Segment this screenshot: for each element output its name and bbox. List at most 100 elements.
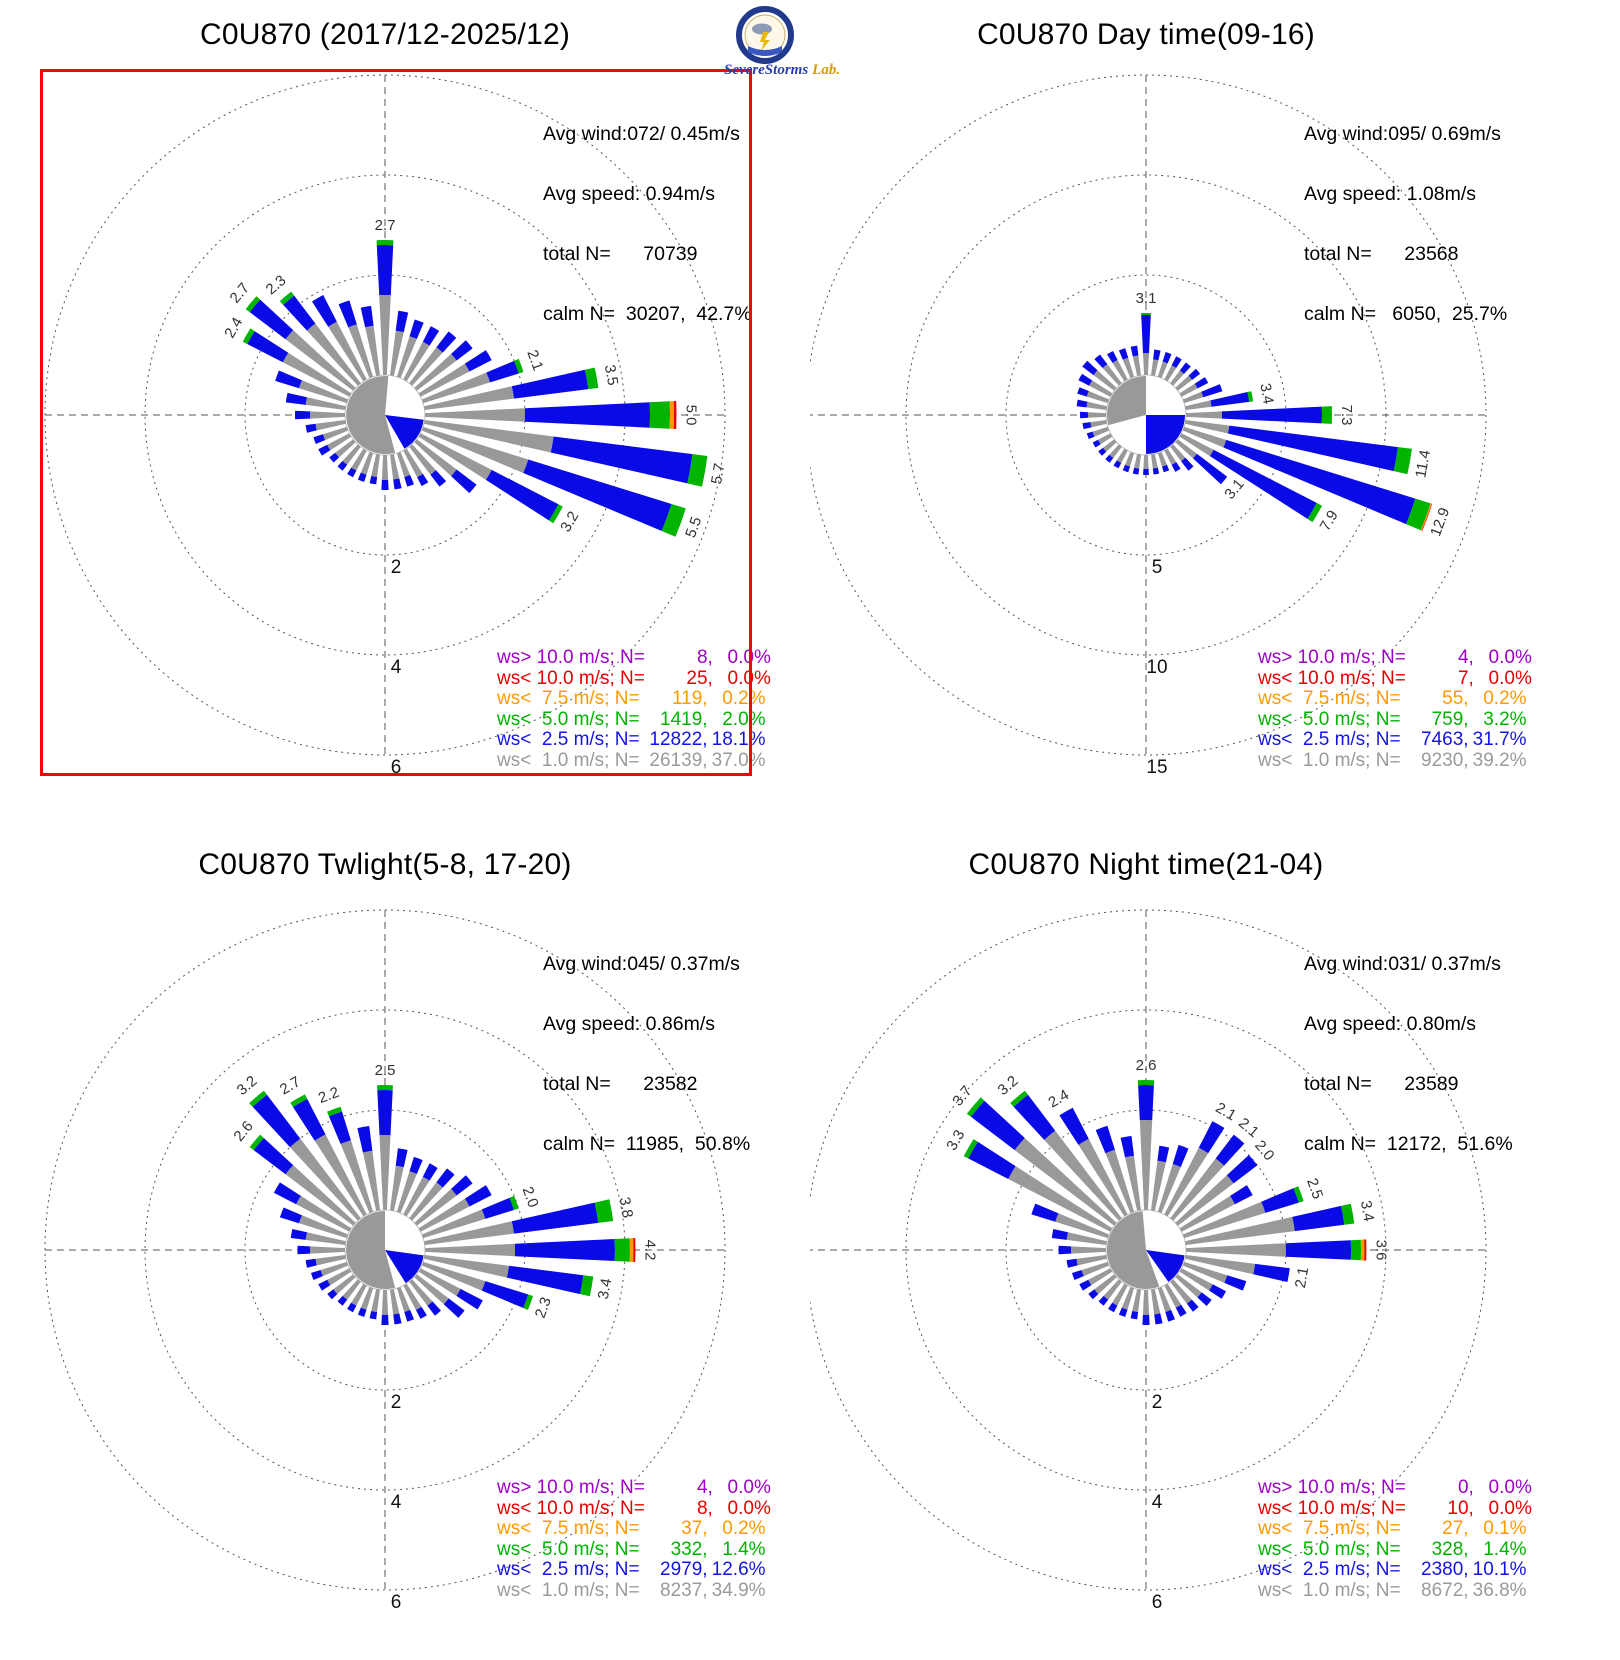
svg-text:3.1: 3.1 <box>1136 290 1157 307</box>
svg-text:3.8: 3.8 <box>616 1196 636 1219</box>
stats-block: Avg wind:045/ 0.37m/s Avg speed: 0.86m/s… <box>543 914 750 1194</box>
svg-text:2: 2 <box>1152 1392 1163 1413</box>
legend-item: ws< 7.5 m/s; N= 55, 0.2% <box>1258 688 1527 709</box>
svg-text:2.3: 2.3 <box>532 1295 555 1320</box>
stat-calm-n: calm N= 12172, 51.6% <box>1304 1133 1513 1155</box>
legend-item: ws< 2.5 m/s; N= 12822, 18.1% <box>497 729 766 750</box>
lightning-shape <box>760 32 770 51</box>
svg-text:2.4: 2.4 <box>221 314 246 341</box>
legend-item: ws< 2.5 m/s; N= 2979, 12.6% <box>497 1559 766 1580</box>
svg-text:3.1: 3.1 <box>1221 476 1247 503</box>
legend-item: ws< 1.0 m/s; N= 26139, 37.0% <box>497 749 766 771</box>
svg-text:3.6: 3.6 <box>1373 1240 1390 1261</box>
lab-logo-emblem-icon <box>736 6 794 64</box>
svg-text:2.0: 2.0 <box>519 1184 542 1209</box>
stat-avg-speed: Avg speed: 0.94m/s <box>543 183 715 205</box>
svg-text:3.2: 3.2 <box>557 508 582 535</box>
svg-text:3.3: 3.3 <box>943 1127 968 1154</box>
legend-item: ws< 7.5 m/s; N= 27, 0.1% <box>1258 1518 1527 1539</box>
legend-item: ws< 5.0 m/s; N= 332, 1.4% <box>497 1538 766 1560</box>
panel-title: C0U870 Twlight(5-8, 17-20) <box>198 848 572 881</box>
legend-item: ws< 1.0 m/s; N= 9230, 39.2% <box>1258 749 1527 771</box>
wind-speed-legend: ws> 10.0 m/s; N= 0, 0.0% ws< 10.0 m/s; N= 1… <box>1258 1477 1532 1601</box>
legend-item: ws< 2.5 m/s; N= 2380, 10.1% <box>1258 1559 1527 1580</box>
cloud-shape <box>752 23 772 35</box>
stat-calm-n: calm N= 30207, 42.7% <box>543 303 752 325</box>
legend-item: ws< 2.5 m/s; N= 7463, 31.7% <box>1258 729 1527 750</box>
svg-text:6: 6 <box>391 1592 402 1613</box>
svg-text:2.7: 2.7 <box>227 280 253 307</box>
ring-labels: 5 10 15 <box>1146 557 1167 778</box>
legend-item: ws< 10.0 m/s; N= 8, 0.0% <box>497 1497 771 1519</box>
sea-shape <box>748 46 782 56</box>
stat-avg-speed: Avg speed: 0.86m/s <box>543 1013 715 1035</box>
wind-speed-legend: ws> 10.0 m/s; N= 8, 0.0% ws< 10.0 m/s; N= 2… <box>497 647 771 771</box>
svg-text:3.4: 3.4 <box>1256 382 1276 405</box>
svg-text:2.1: 2.1 <box>523 348 546 373</box>
svg-text:3.4: 3.4 <box>1357 1199 1377 1222</box>
svg-text:3.7: 3.7 <box>949 1083 975 1110</box>
svg-text:7.3: 7.3 <box>1338 405 1355 426</box>
legend-item: ws< 10.0 m/s; N= 7, 0.0% <box>1258 667 1532 689</box>
ring-labels: 2 4 6 <box>391 557 402 778</box>
svg-text:2.7: 2.7 <box>375 217 396 234</box>
windrose-plot: 2 4 6 2.7 2.1 3.5 5.0 5.7 5.5 3.2 2.4 2.7 2.3 <box>44 74 728 778</box>
wind-speed-legend: ws> 10.0 m/s; N= 4, 0.0% ws< 10.0 m/s; N= 8… <box>497 1477 771 1601</box>
calm-hub <box>344 1209 426 1291</box>
calm-hub <box>344 374 426 456</box>
svg-text:2.0: 2.0 <box>1251 1137 1277 1164</box>
svg-text:2.1: 2.1 <box>1235 1115 1262 1141</box>
legend-item: ws> 10.0 m/s; N= 4, 0.0% <box>497 1477 771 1498</box>
svg-text:4.2: 4.2 <box>642 1240 659 1261</box>
svg-text:3.2: 3.2 <box>234 1072 261 1098</box>
svg-text:5.7: 5.7 <box>708 462 728 485</box>
panel-night-time: C0U870 Night time(21-04) 2 4 6 2.6 2.1 2.1 2.0… <box>810 830 1620 1660</box>
stat-calm-n: calm N= 11985, 50.8% <box>543 1133 751 1155</box>
panel-day-time: C0U870 Day time(09-16) 5 10 15 3.1 3.4 7.3 11.… <box>810 0 1620 830</box>
legend-item: ws> 10.0 m/s; N= 4, 0.0% <box>1258 647 1532 668</box>
stat-total-n: total N= 70739 <box>543 243 698 265</box>
stats-block: Avg wind:095/ 0.69m/s Avg speed: 1.08m/s… <box>1304 84 1507 364</box>
stat-avg-speed: Avg speed: 0.80m/s <box>1304 1013 1476 1035</box>
legend-item: ws< 10.0 m/s; N= 25, 0.0% <box>497 667 771 689</box>
stat-avg-wind: Avg wind:031/ 0.37m/s <box>1304 953 1501 975</box>
svg-text:3.5: 3.5 <box>601 363 621 386</box>
svg-text:15: 15 <box>1146 757 1167 778</box>
legend-item: ws< 5.0 m/s; N= 328, 1.4% <box>1258 1538 1527 1560</box>
legend-item: ws< 1.0 m/s; N= 8672, 36.8% <box>1258 1579 1527 1601</box>
svg-text:4: 4 <box>1152 1492 1163 1513</box>
calm-hub <box>1105 1209 1187 1291</box>
svg-text:2.3: 2.3 <box>263 272 290 298</box>
ring-labels: 2 4 6 <box>391 1392 402 1613</box>
wind-speed-legend: ws> 10.0 m/s; N= 4, 0.0% ws< 10.0 m/s; N= 7… <box>1258 647 1532 771</box>
legend-item: ws> 10.0 m/s; N= 8, 0.0% <box>497 647 771 668</box>
windrose-plot: 5 10 15 3.1 3.4 7.3 11.4 12.9 7.9 3.1 <box>810 74 1487 778</box>
panel-title: C0U870 (2017/12-2025/12) <box>199 18 571 51</box>
stat-avg-wind: Avg wind:072/ 0.45m/s <box>543 123 740 145</box>
direction-bars <box>249 1085 636 1325</box>
svg-text:7.9: 7.9 <box>1317 507 1342 534</box>
svg-text:5: 5 <box>1152 557 1163 578</box>
stat-avg-wind: Avg wind:095/ 0.69m/s <box>1304 123 1501 145</box>
svg-text:2.2: 2.2 <box>316 1084 341 1107</box>
legend-item: ws< 1.0 m/s; N= 8237, 34.9% <box>497 1579 766 1601</box>
svg-text:2.6: 2.6 <box>1136 1057 1157 1074</box>
svg-text:11.4: 11.4 <box>1412 449 1434 480</box>
svg-text:2.6: 2.6 <box>230 1118 256 1145</box>
stat-avg-speed: Avg speed: 1.08m/s <box>1304 183 1476 205</box>
direction-bars <box>963 1080 1367 1325</box>
legend-item: ws< 7.5 m/s; N= 119, 0.2% <box>497 688 766 709</box>
stat-total-n: total N= 23568 <box>1304 243 1459 265</box>
panel-twilight: C0U870 Twlight(5-8, 17-20) 2 4 6 2.5 2.0 3.8 4… <box>0 830 810 1660</box>
svg-text:4: 4 <box>391 1492 402 1513</box>
svg-text:5.0: 5.0 <box>683 405 700 426</box>
svg-text:2: 2 <box>391 1392 402 1413</box>
svg-text:6: 6 <box>391 757 402 778</box>
stat-avg-wind: Avg wind:045/ 0.37m/s <box>543 953 740 975</box>
panel-all-period: C0U870 (2017/12-2025/12) 2 4 6 2.7 2.1 3.5 5.0… <box>0 0 810 830</box>
svg-text:6: 6 <box>1152 1592 1163 1613</box>
svg-text:12.9: 12.9 <box>1427 505 1453 538</box>
direction-bars <box>1076 312 1433 531</box>
svg-text:10: 10 <box>1146 657 1167 678</box>
svg-text:4: 4 <box>391 657 402 678</box>
